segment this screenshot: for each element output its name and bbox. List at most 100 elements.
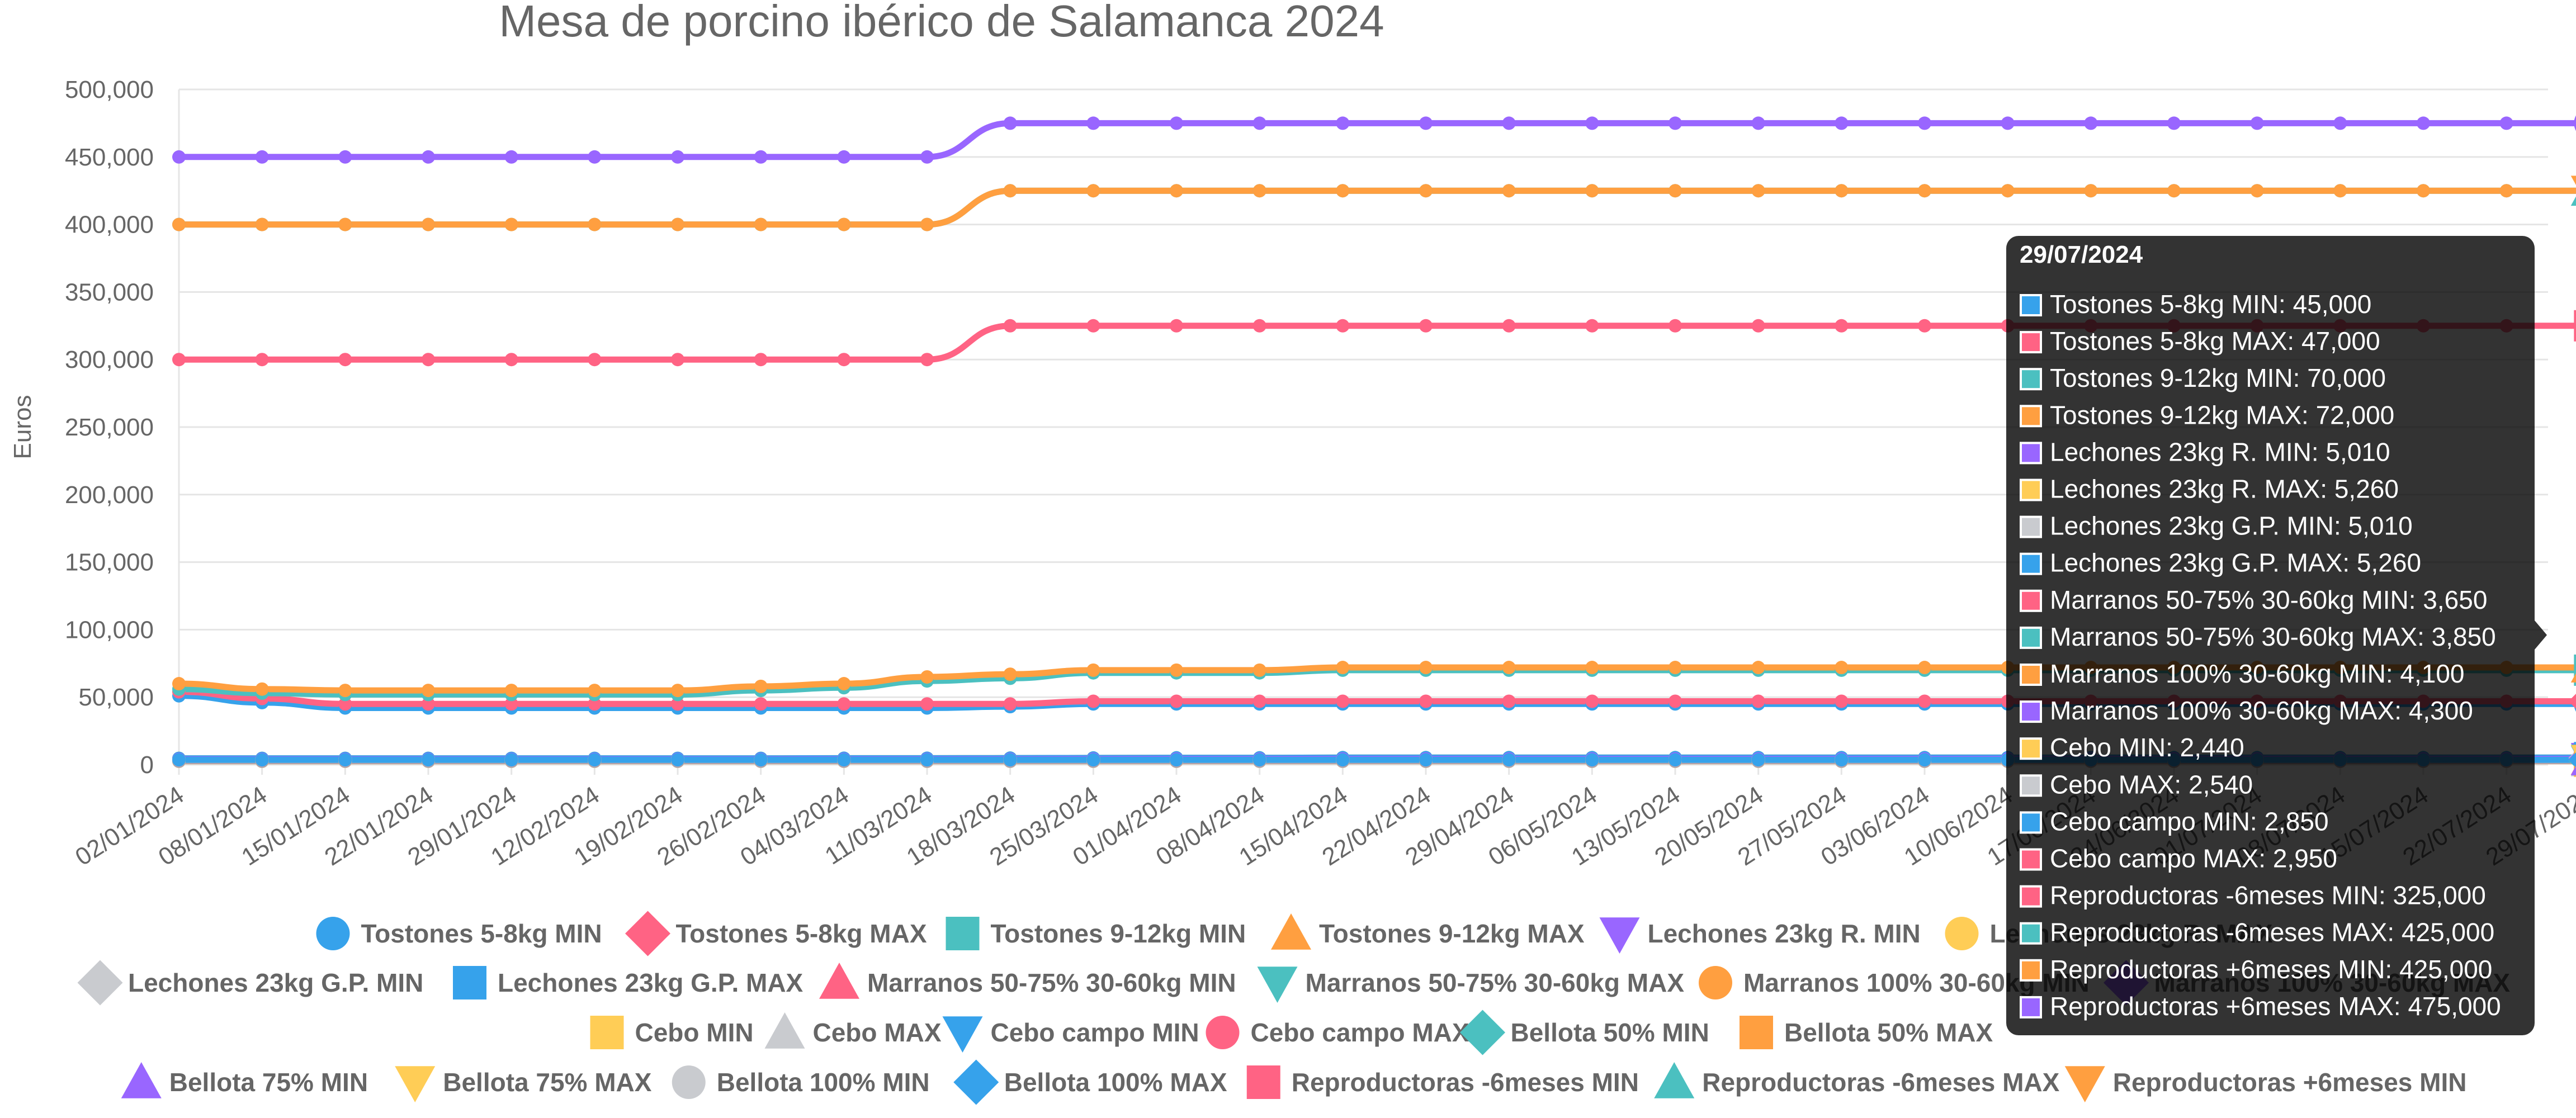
data-point	[1751, 753, 1765, 767]
legend-item: Bellota 100% MAX	[953, 1059, 1227, 1105]
legend-marker	[121, 1062, 162, 1098]
legend-item: Tostones 5-8kg MIN	[316, 917, 602, 950]
data-point	[2499, 116, 2513, 130]
data-point	[1419, 116, 1433, 130]
tooltip-item: Marranos 100% 30-60kg MIN: 4,100	[2050, 659, 2465, 688]
legend-item: Bellota 100% MIN	[672, 1065, 930, 1099]
data-point	[671, 150, 684, 164]
data-point	[1336, 661, 1350, 675]
data-point	[1502, 319, 1516, 333]
legend-item: Marranos 50-75% 30-60kg MIN	[819, 963, 1236, 999]
legend-item: Tostones 9-12kg MIN	[946, 917, 1246, 950]
data-point	[172, 217, 186, 231]
y-tick-label: 0	[140, 751, 154, 779]
data-point	[1669, 661, 1682, 675]
legend-marker	[946, 917, 980, 950]
data-point	[1419, 694, 1433, 708]
legend-marker	[1654, 1062, 1695, 1098]
data-point	[172, 677, 186, 691]
data-point	[1585, 319, 1599, 333]
legend-label: Cebo MAX	[813, 1018, 942, 1047]
data-point	[1751, 319, 1765, 333]
data-point	[1918, 116, 1931, 130]
legend-marker	[395, 1066, 436, 1102]
data-point	[255, 682, 269, 696]
data-point	[422, 684, 435, 698]
data-point	[1003, 319, 1017, 333]
data-point	[1003, 667, 1017, 681]
data-point	[1502, 694, 1516, 708]
data-point	[1170, 184, 1183, 198]
data-point	[172, 753, 186, 767]
data-point	[1086, 663, 1100, 677]
data-point	[1585, 116, 1599, 130]
data-point	[1502, 116, 1516, 130]
tooltip-item: Reproductoras -6meses MAX: 425,000	[2050, 918, 2494, 947]
tooltip-swatch	[2022, 666, 2040, 684]
data-point	[422, 217, 435, 231]
data-point	[1835, 753, 1849, 767]
data-point	[1835, 184, 1849, 198]
data-point	[754, 150, 768, 164]
data-point	[504, 353, 518, 367]
legend-item: Bellota 50% MIN	[1460, 1010, 1709, 1055]
data-point	[1502, 661, 1516, 675]
tooltip-swatch	[2022, 370, 2040, 389]
data-point	[1751, 116, 1765, 130]
data-point	[2417, 184, 2430, 198]
data-point	[671, 217, 684, 231]
data-point	[172, 353, 186, 367]
data-point	[1252, 694, 1266, 708]
legend-item: Tostones 9-12kg MAX	[1271, 913, 1585, 950]
data-point	[255, 353, 269, 367]
data-point-active	[2568, 752, 2576, 768]
data-point	[1336, 694, 1350, 708]
y-tick-label: 250,000	[65, 414, 154, 441]
legend-item: Reproductoras +6meses MIN	[2064, 1066, 2466, 1102]
series-line	[178, 187, 2576, 228]
tooltip-swatch	[2022, 555, 2040, 573]
chart-title: Mesa de porcino ibérico de Salamanca 202…	[499, 0, 1384, 46]
legend-marker	[1460, 1010, 1505, 1055]
data-point	[754, 697, 768, 711]
tooltip-swatch	[2022, 924, 2040, 942]
data-point	[1252, 753, 1266, 767]
legend-marker	[953, 1059, 999, 1105]
legend-item: Lechones 23kg R. MIN	[1599, 917, 1921, 954]
y-tick-label: 150,000	[65, 549, 154, 576]
legend-marker	[1271, 913, 1311, 950]
data-point	[588, 353, 602, 367]
tooltip-item: Marranos 50-75% 30-60kg MIN: 3,650	[2050, 585, 2487, 614]
legend-marker	[590, 1016, 624, 1049]
legend-item: Reproductoras -6meses MIN	[1246, 1065, 1639, 1099]
data-point	[754, 753, 768, 767]
data-point	[837, 697, 851, 711]
data-point	[588, 753, 602, 767]
legend-marker	[942, 1016, 983, 1053]
data-point	[504, 684, 518, 698]
tooltip-item: Lechones 23kg G.P. MAX: 5,260	[2050, 548, 2421, 577]
legend-label: Tostones 9-12kg MIN	[991, 919, 1246, 948]
data-point	[1252, 319, 1266, 333]
data-point	[1419, 661, 1433, 675]
legend-item: Cebo campo MIN	[942, 1016, 1199, 1053]
legend-label: Cebo MIN	[635, 1018, 754, 1047]
tooltip-swatch	[2022, 961, 2040, 979]
data-point	[1669, 694, 1682, 708]
tooltip-item: Tostones 9-12kg MAX: 72,000	[2050, 400, 2394, 429]
data-point	[1835, 116, 1849, 130]
tooltip-item: Cebo MIN: 2,440	[2050, 733, 2244, 762]
data-point	[2250, 116, 2264, 130]
data-point	[671, 684, 684, 698]
data-point	[588, 217, 602, 231]
data-point	[1918, 184, 1931, 198]
legend-label: Lechones 23kg G.P. MAX	[498, 968, 803, 997]
data-point	[1336, 116, 1350, 130]
data-point	[1170, 753, 1183, 767]
legend-label: Reproductoras -6meses MIN	[1292, 1068, 1639, 1097]
data-point	[1336, 184, 1350, 198]
legend-item: Reproductoras -6meses MAX	[1654, 1062, 2060, 1098]
data-point-active	[2570, 766, 2576, 775]
data-point	[1003, 753, 1017, 767]
